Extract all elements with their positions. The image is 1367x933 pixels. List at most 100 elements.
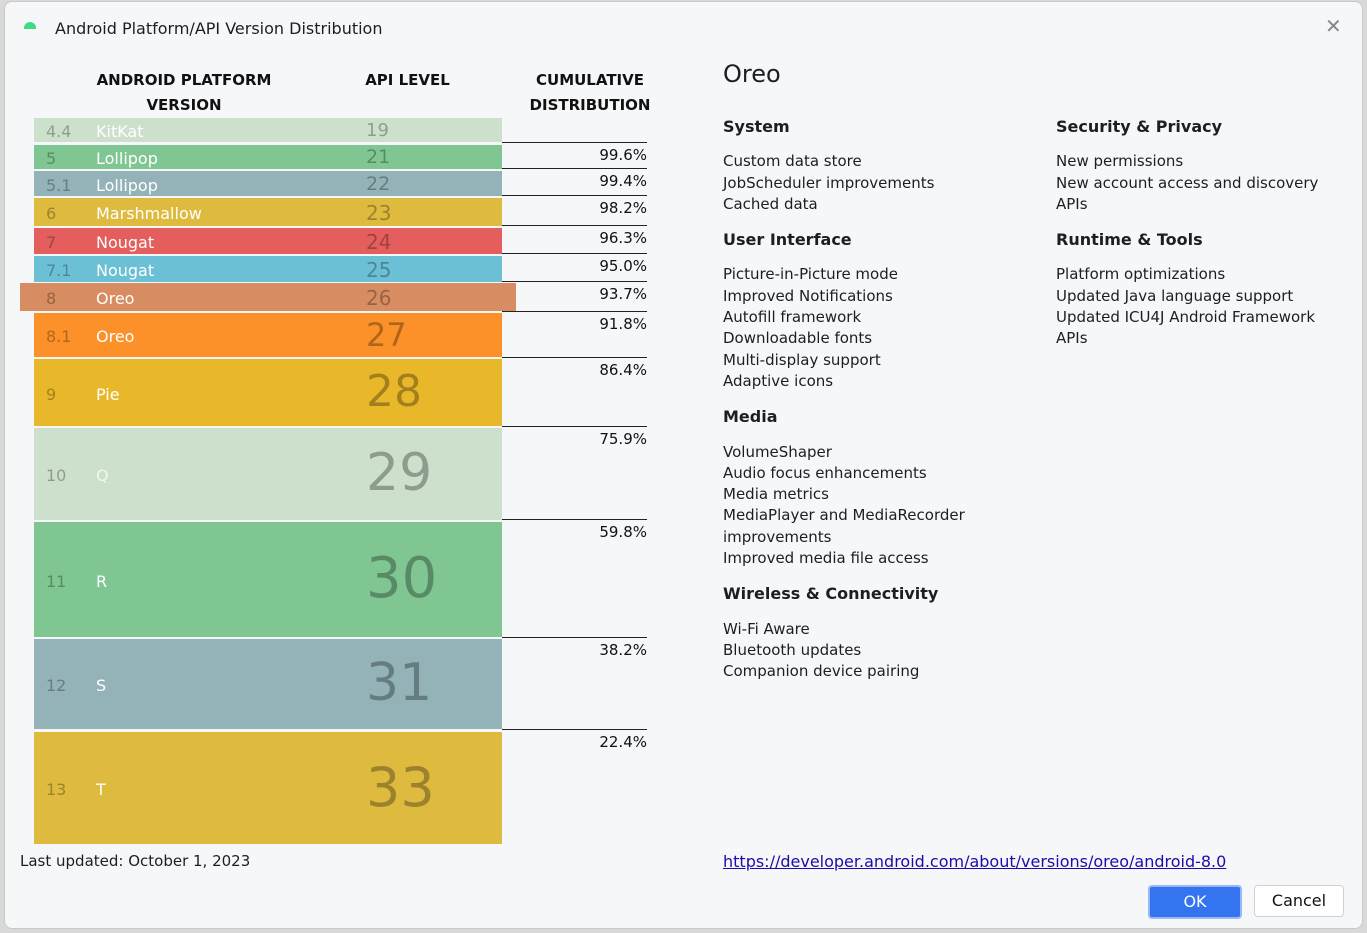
feature-section: System Custom data store JobScheduler impr… — [723, 116, 965, 215]
version-row[interactable]: 11 R 30 — [34, 522, 502, 637]
version-number: 7 — [46, 233, 57, 252]
section-heading: System — [723, 117, 790, 136]
feature-section: Wireless & Connectivity Wi-Fi Aware Blueto… — [723, 583, 965, 682]
api-level: 31 — [366, 653, 433, 713]
api-level: 28 — [366, 366, 422, 418]
api-level: 24 — [366, 229, 392, 254]
feature-item: Updated ICU4J Android Framework APIs — [1056, 308, 1316, 348]
feature-item: Audio focus enhancements — [723, 463, 927, 482]
version-name: Pie — [96, 384, 120, 404]
api-level: 19 — [366, 120, 389, 142]
cumulative-percent: 93.7% — [599, 285, 647, 303]
distribution-line: 99.4% — [502, 168, 647, 190]
version-name: Oreo — [96, 289, 135, 308]
version-name: Lollipop — [96, 149, 158, 168]
version-row[interactable]: 8 Oreo 26 — [20, 283, 516, 311]
ok-button[interactable]: OK — [1148, 885, 1242, 919]
feature-item: Media metrics — [723, 485, 829, 504]
feature-item: Custom data store — [723, 152, 862, 171]
api-level: 30 — [366, 546, 438, 612]
version-number: 10 — [46, 466, 67, 485]
feature-item: JobScheduler improvements — [723, 173, 935, 192]
version-name: Nougat — [96, 233, 155, 252]
api-level: 27 — [366, 316, 407, 355]
version-name: Lollipop — [96, 175, 158, 195]
feature-item: Downloadable fonts — [723, 329, 873, 348]
distribution-line: 98.2% — [502, 195, 647, 217]
distribution-line: 95.0% — [502, 253, 647, 275]
detail-right-column: Security & Privacy New permissions New acc… — [1056, 116, 1318, 364]
distribution-line: 75.9% — [502, 426, 647, 448]
feature-item: Companion device pairing — [723, 662, 920, 681]
api-level: 21 — [366, 146, 391, 169]
cumulative-percent: 86.4% — [599, 361, 647, 379]
version-row[interactable]: 5.1 Lollipop 22 — [34, 171, 502, 196]
feature-item: Cached data — [723, 194, 818, 213]
section-heading: Security & Privacy — [1056, 117, 1223, 136]
feature-item: Adaptive icons — [723, 371, 834, 390]
close-icon[interactable]: ✕ — [1325, 14, 1342, 38]
cumulative-percent: 59.8% — [599, 523, 647, 541]
feature-item: Multi-display support — [723, 350, 881, 369]
distribution-line: 96.3% — [502, 225, 647, 247]
version-number: 11 — [46, 571, 67, 591]
version-name: Oreo — [96, 327, 135, 346]
version-number: 7.1 — [46, 261, 72, 280]
version-row[interactable]: 10 Q 29 — [34, 428, 502, 520]
cumulative-percent: 22.4% — [599, 733, 647, 751]
distribution-line: 99.6% — [502, 142, 647, 164]
feature-section: Media VolumeShaper Audio focus enhancement… — [723, 406, 965, 569]
dialog: Android Platform/API Version Distributio… — [4, 1, 1363, 929]
version-row[interactable]: 4.4 KitKat 19 — [34, 118, 502, 142]
version-row[interactable]: 8.1 Oreo 27 — [34, 313, 502, 357]
feature-section: Security & Privacy New permissions New acc… — [1056, 116, 1318, 215]
android-logo-icon — [24, 22, 36, 29]
version-number: 13 — [46, 780, 67, 799]
section-heading: User Interface — [723, 230, 852, 250]
last-updated: Last updated: October 1, 2023 — [20, 852, 251, 870]
dialog-title: Android Platform/API Version Distributio… — [55, 19, 383, 38]
version-number: 4.4 — [46, 122, 72, 141]
version-number: 6 — [46, 204, 57, 223]
cumulative-percent: 91.8% — [599, 315, 647, 333]
header-api: API LEVEL — [365, 71, 450, 89]
header-version: ANDROID PLATFORM VERSION — [96, 71, 272, 114]
detail-title: Oreo — [723, 60, 781, 88]
version-name: Q — [96, 466, 109, 485]
section-heading: Runtime & Tools — [1056, 230, 1203, 250]
cumulative-percent: 96.3% — [599, 229, 647, 247]
cancel-button[interactable]: Cancel — [1254, 885, 1344, 917]
version-number: 5.1 — [46, 175, 72, 195]
version-row[interactable]: 13 T 33 — [34, 732, 502, 844]
distribution-line: 93.7% — [502, 281, 647, 303]
version-name: S — [96, 676, 107, 695]
feature-item: Wi-Fi Aware — [723, 619, 810, 638]
version-row[interactable]: 7 Nougat 24 — [34, 228, 502, 254]
feature-item: MediaPlayer and MediaRecorder improvemen… — [723, 506, 965, 546]
cumulative-percent: 38.2% — [599, 641, 647, 659]
version-row[interactable]: 7.1 Nougat 25 — [34, 256, 502, 282]
feature-section: Runtime & Tools Platform optimizations Upd… — [1056, 229, 1318, 349]
api-level: 23 — [366, 200, 392, 225]
distribution-line: 86.4% — [502, 357, 647, 379]
feature-item: New permissions — [1056, 152, 1184, 171]
cumulative-percent: 98.2% — [599, 199, 647, 217]
api-level: 33 — [366, 755, 435, 819]
version-number: 12 — [46, 676, 67, 695]
version-name: KitKat — [96, 122, 144, 141]
version-row[interactable]: 5 Lollipop 21 — [34, 145, 502, 169]
section-heading: Media — [723, 407, 778, 427]
documentation-link[interactable]: https://developer.android.com/about/vers… — [723, 852, 1227, 871]
cumulative-percent: 75.9% — [599, 430, 647, 448]
version-number: 5 — [46, 149, 57, 168]
cumulative-percent: 99.4% — [599, 172, 647, 190]
version-row[interactable]: 12 S 31 — [34, 639, 502, 729]
api-level: 29 — [366, 443, 433, 503]
version-name: R — [96, 571, 108, 591]
detail-left-column: System Custom data store JobScheduler impr… — [723, 116, 965, 697]
version-row[interactable]: 9 Pie 28 — [34, 359, 502, 426]
version-number: 8.1 — [46, 327, 72, 346]
version-row[interactable]: 6 Marshmallow 23 — [34, 198, 502, 226]
version-name: Marshmallow — [96, 204, 202, 223]
version-number: 9 — [46, 384, 57, 404]
